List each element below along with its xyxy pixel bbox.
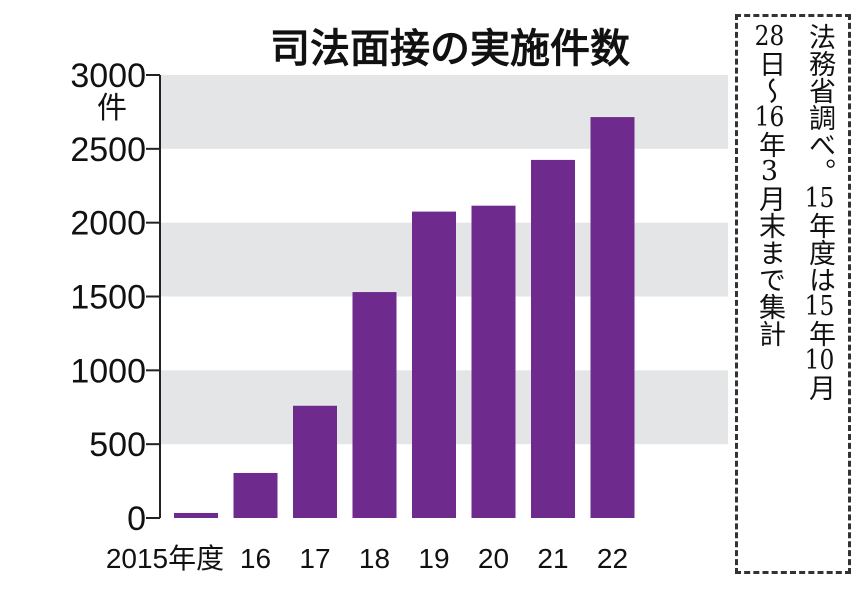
x-tick-label: 22	[597, 543, 628, 574]
bar	[233, 472, 278, 518]
y-tick-label: 0	[127, 500, 146, 538]
grid-band	[160, 75, 728, 149]
y-tick-label: 2000	[70, 205, 146, 243]
bar	[471, 205, 516, 518]
chart-title: 司法面接の実施件数	[270, 26, 630, 72]
y-tick-label: 2500	[70, 131, 146, 169]
x-tick-label: 21	[537, 543, 568, 574]
x-tick-label: 20	[478, 543, 509, 574]
y-axis-unit: 件	[97, 92, 127, 125]
note-line-1: 法務省調べ。15年度は15年10月	[804, 23, 835, 401]
x-tick-label: 19	[418, 543, 449, 574]
note-line-2: 28日～16年3月末まで集計	[754, 23, 785, 347]
bar	[590, 117, 635, 519]
y-tick-label: 1000	[70, 352, 146, 390]
x-tick-label: 16	[240, 543, 271, 574]
bar	[352, 292, 397, 518]
source-note: 法務省調べ。15年度は15年10月 28日～16年3月末まで集計	[735, 14, 851, 574]
bar	[174, 512, 218, 518]
x-tick-label: 18	[359, 543, 390, 574]
y-tick-label: 1500	[70, 279, 146, 317]
bar	[293, 405, 337, 518]
bar	[531, 159, 575, 519]
y-tick-label: 3000	[70, 57, 146, 95]
x-tick-label: 17	[299, 543, 330, 574]
bar	[412, 211, 456, 518]
y-tick-label: 500	[89, 426, 146, 464]
x-tick-label: 2015年度	[106, 543, 224, 574]
